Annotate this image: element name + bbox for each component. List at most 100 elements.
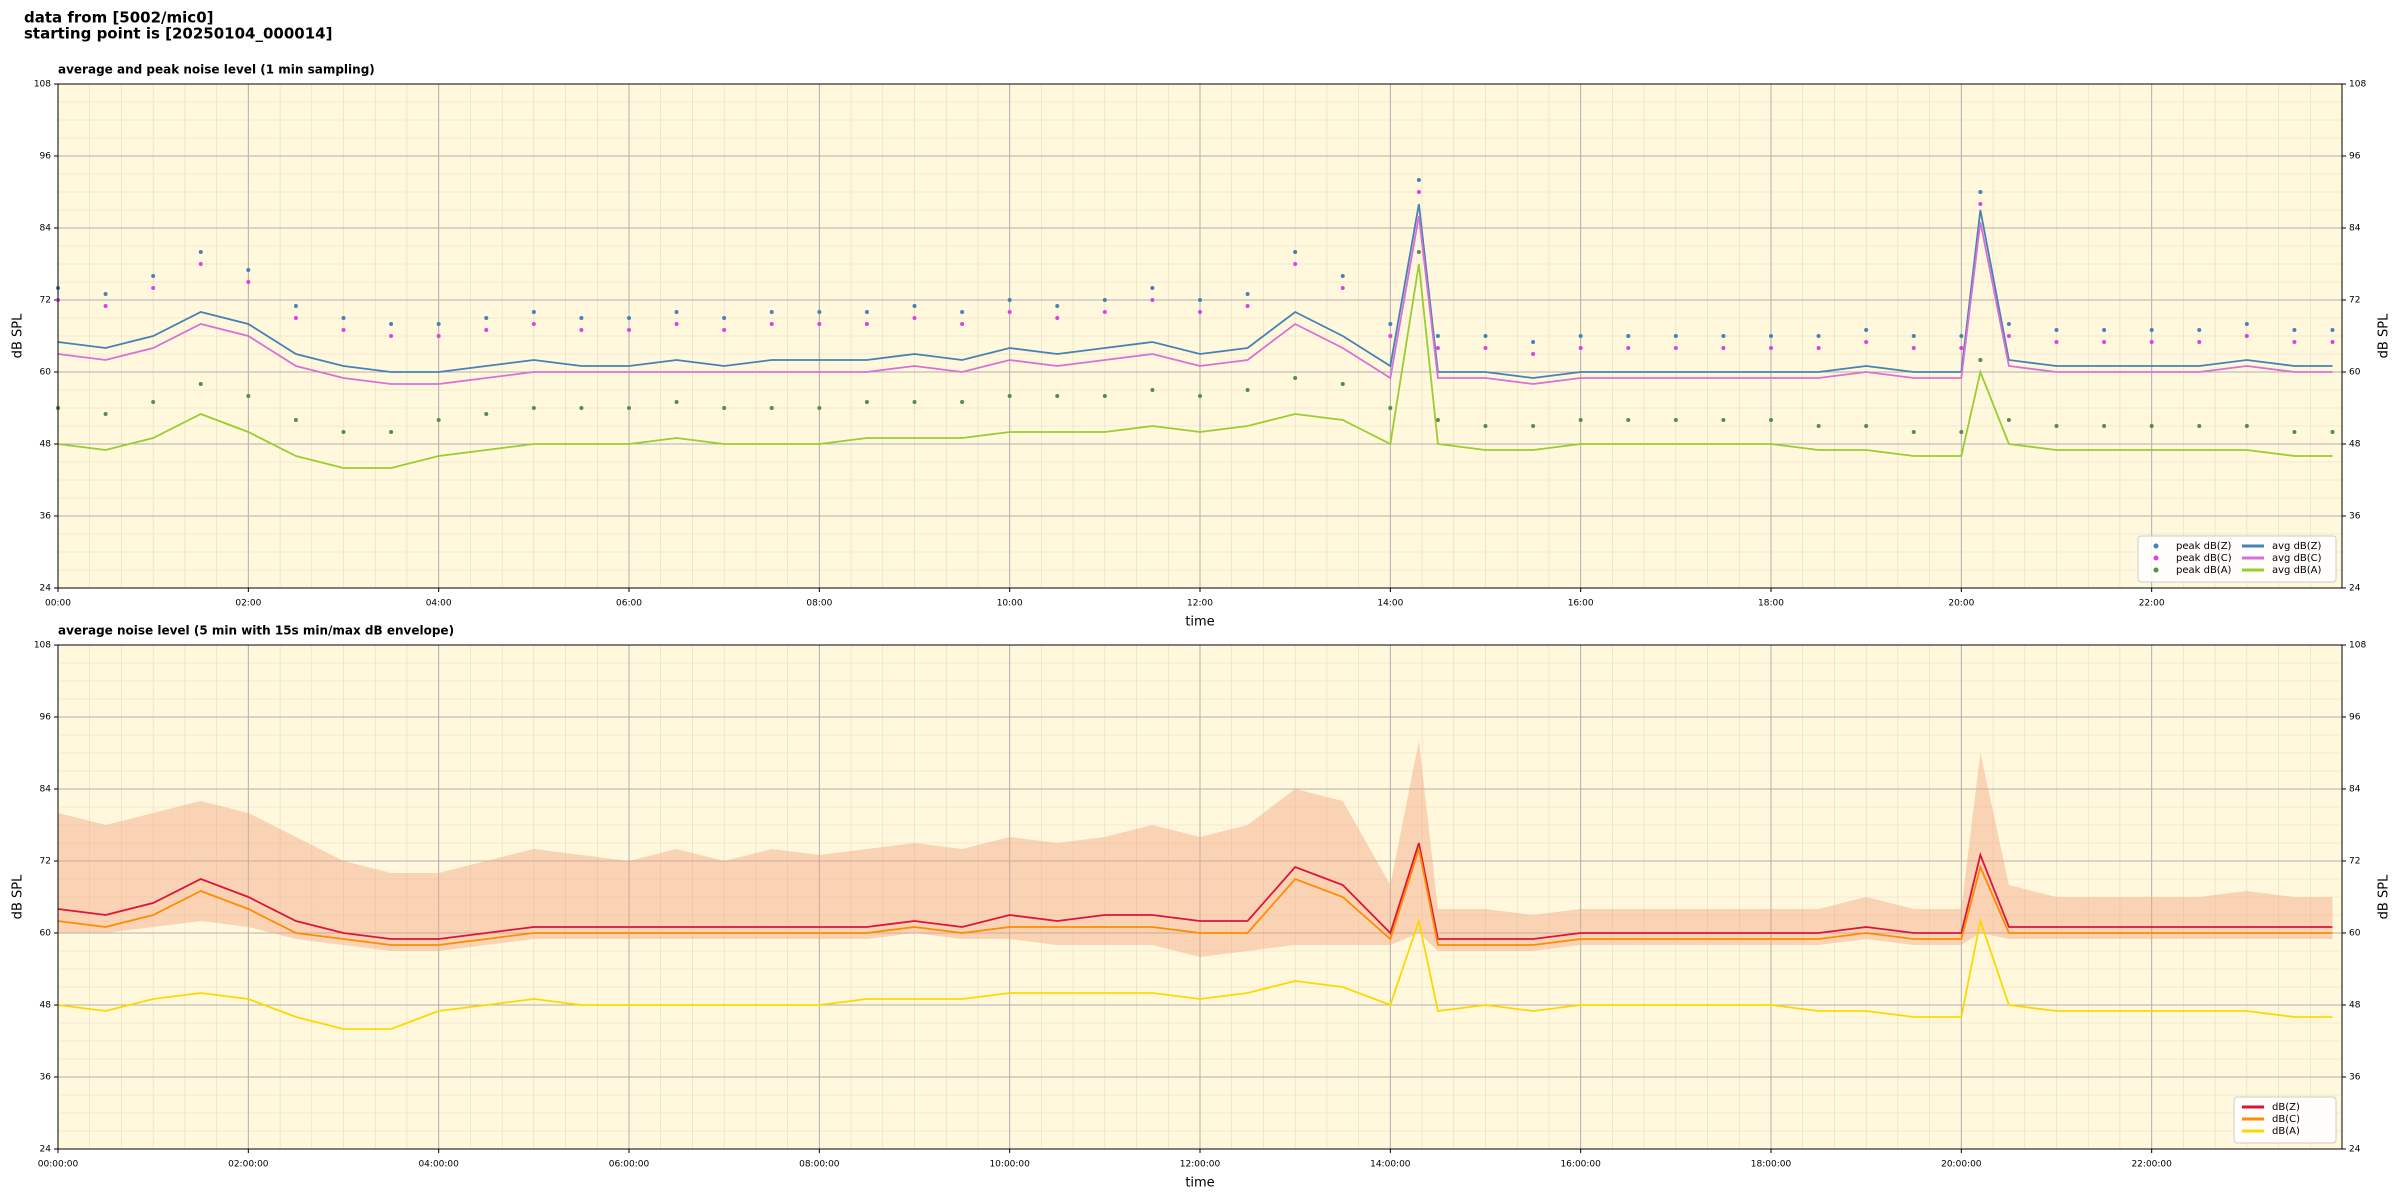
series-line <box>57 203 2333 379</box>
peak-point <box>1626 346 1631 350</box>
peak-point <box>1673 346 1678 350</box>
peak-point <box>293 304 298 308</box>
plot-frame <box>57 644 2343 1150</box>
peak-point <box>103 292 108 296</box>
x-tick-label: 18:00 <box>1758 599 1784 609</box>
envelope-band <box>105 813 154 933</box>
envelope-band <box>1057 837 1105 945</box>
y-tick-label: 48 <box>40 440 52 450</box>
peak-point <box>1293 262 1298 266</box>
x-tick-label: 12:00:00 <box>1180 1160 1221 1170</box>
peak-point <box>1416 190 1421 194</box>
peak-point <box>1416 250 1421 254</box>
y2-tick-label: 36 <box>2349 512 2361 522</box>
peak-point <box>1769 418 1773 422</box>
peak-point <box>1340 286 1345 290</box>
y-tick-label: 24 <box>40 584 52 594</box>
envelope-band <box>962 837 1010 939</box>
y-tick-label: 60 <box>40 929 52 939</box>
peak-point <box>1959 334 1964 338</box>
envelope-band <box>771 849 820 939</box>
peak-point <box>436 334 441 338</box>
peak-point <box>1959 346 1964 350</box>
peak-point <box>1816 424 1821 428</box>
legend-label: avg dB(C) <box>2272 553 2322 564</box>
legend-marker <box>2153 567 2159 573</box>
y-tick-label: 60 <box>40 368 52 378</box>
peak-point <box>579 406 584 410</box>
legend-label: dB(Z) <box>2272 1102 2300 1113</box>
legend-label: dB(C) <box>2272 1114 2300 1125</box>
legend-label: peak dB(C) <box>2176 553 2232 564</box>
peak-point <box>2197 424 2202 428</box>
peak-point <box>2149 340 2154 344</box>
peak-point <box>1007 394 1012 398</box>
x-tick-label: 22:00:00 <box>2131 1160 2172 1170</box>
y2-axis-label: dB SPL <box>2377 313 2392 358</box>
legend-label: dB(A) <box>2272 1126 2300 1137</box>
y2-tick-label: 36 <box>2349 1073 2361 1083</box>
peak-point <box>1150 286 1155 290</box>
peak-point <box>722 328 727 332</box>
peak-point <box>2054 340 2059 344</box>
envelope-band <box>2294 897 2333 939</box>
peak-point <box>1978 358 1983 362</box>
peak-point <box>2197 328 2202 332</box>
peak-point <box>2292 430 2297 434</box>
y-tick-label: 24 <box>40 1145 52 1155</box>
peak-point <box>2330 430 2335 434</box>
envelope-band <box>1342 801 1391 945</box>
peak-point <box>2197 340 2202 344</box>
peak-point <box>1055 316 1060 320</box>
peak-point <box>627 316 631 320</box>
peak-point <box>2006 334 2011 338</box>
y2-tick-label: 108 <box>2349 641 2366 651</box>
envelope-band <box>343 861 392 951</box>
peak-point <box>1531 352 1536 356</box>
peak-point <box>912 304 917 308</box>
envelope-band <box>438 861 487 951</box>
peak-point <box>674 310 679 314</box>
envelope-band <box>1437 909 1486 951</box>
y2-tick-label: 96 <box>2349 713 2361 723</box>
peak-point <box>627 406 631 410</box>
envelope-band <box>1866 897 1914 945</box>
x-tick-label: 02:00 <box>235 599 261 609</box>
peak-point <box>1340 382 1345 386</box>
peak-point <box>1416 178 1421 182</box>
peak-point <box>2054 424 2059 428</box>
peak-point <box>1245 292 1250 296</box>
envelope-band <box>2151 897 2200 939</box>
envelope-band <box>676 849 725 939</box>
envelope-band <box>914 843 963 939</box>
peak-point <box>912 400 917 404</box>
peak-point <box>1911 334 1916 338</box>
peak-point <box>817 322 822 326</box>
envelope-band <box>581 855 629 939</box>
x-tick-label: 06:00 <box>616 599 642 609</box>
peak-point <box>579 316 584 320</box>
envelope-band <box>1723 909 1771 945</box>
x-tick-label: 12:00 <box>1187 599 1213 609</box>
y2-tick-label: 48 <box>2349 440 2361 450</box>
peak-point <box>579 328 584 332</box>
peak-point <box>198 250 203 254</box>
peak-point <box>2006 322 2011 326</box>
y-tick-label: 72 <box>40 296 51 306</box>
legend-label: avg dB(A) <box>2272 565 2322 576</box>
envelope-band <box>1485 909 1534 951</box>
peak-point <box>151 286 156 290</box>
x-tick-label: 16:00 <box>1568 599 1594 609</box>
envelope-band <box>58 813 106 933</box>
peak-point <box>484 328 489 332</box>
y-tick-label: 96 <box>40 152 52 162</box>
peak-point <box>198 262 203 266</box>
x-tick-label: 00:00 <box>45 599 71 609</box>
x-tick-label: 04:00:00 <box>418 1160 459 1170</box>
envelope-band <box>1980 753 2009 939</box>
peak-point <box>1769 346 1773 350</box>
x-tick-label: 16:00:00 <box>1560 1160 1601 1170</box>
envelope-band <box>2056 897 2105 939</box>
envelope-band <box>1580 909 1629 945</box>
y2-axis-label: dB SPL <box>2377 874 2392 919</box>
